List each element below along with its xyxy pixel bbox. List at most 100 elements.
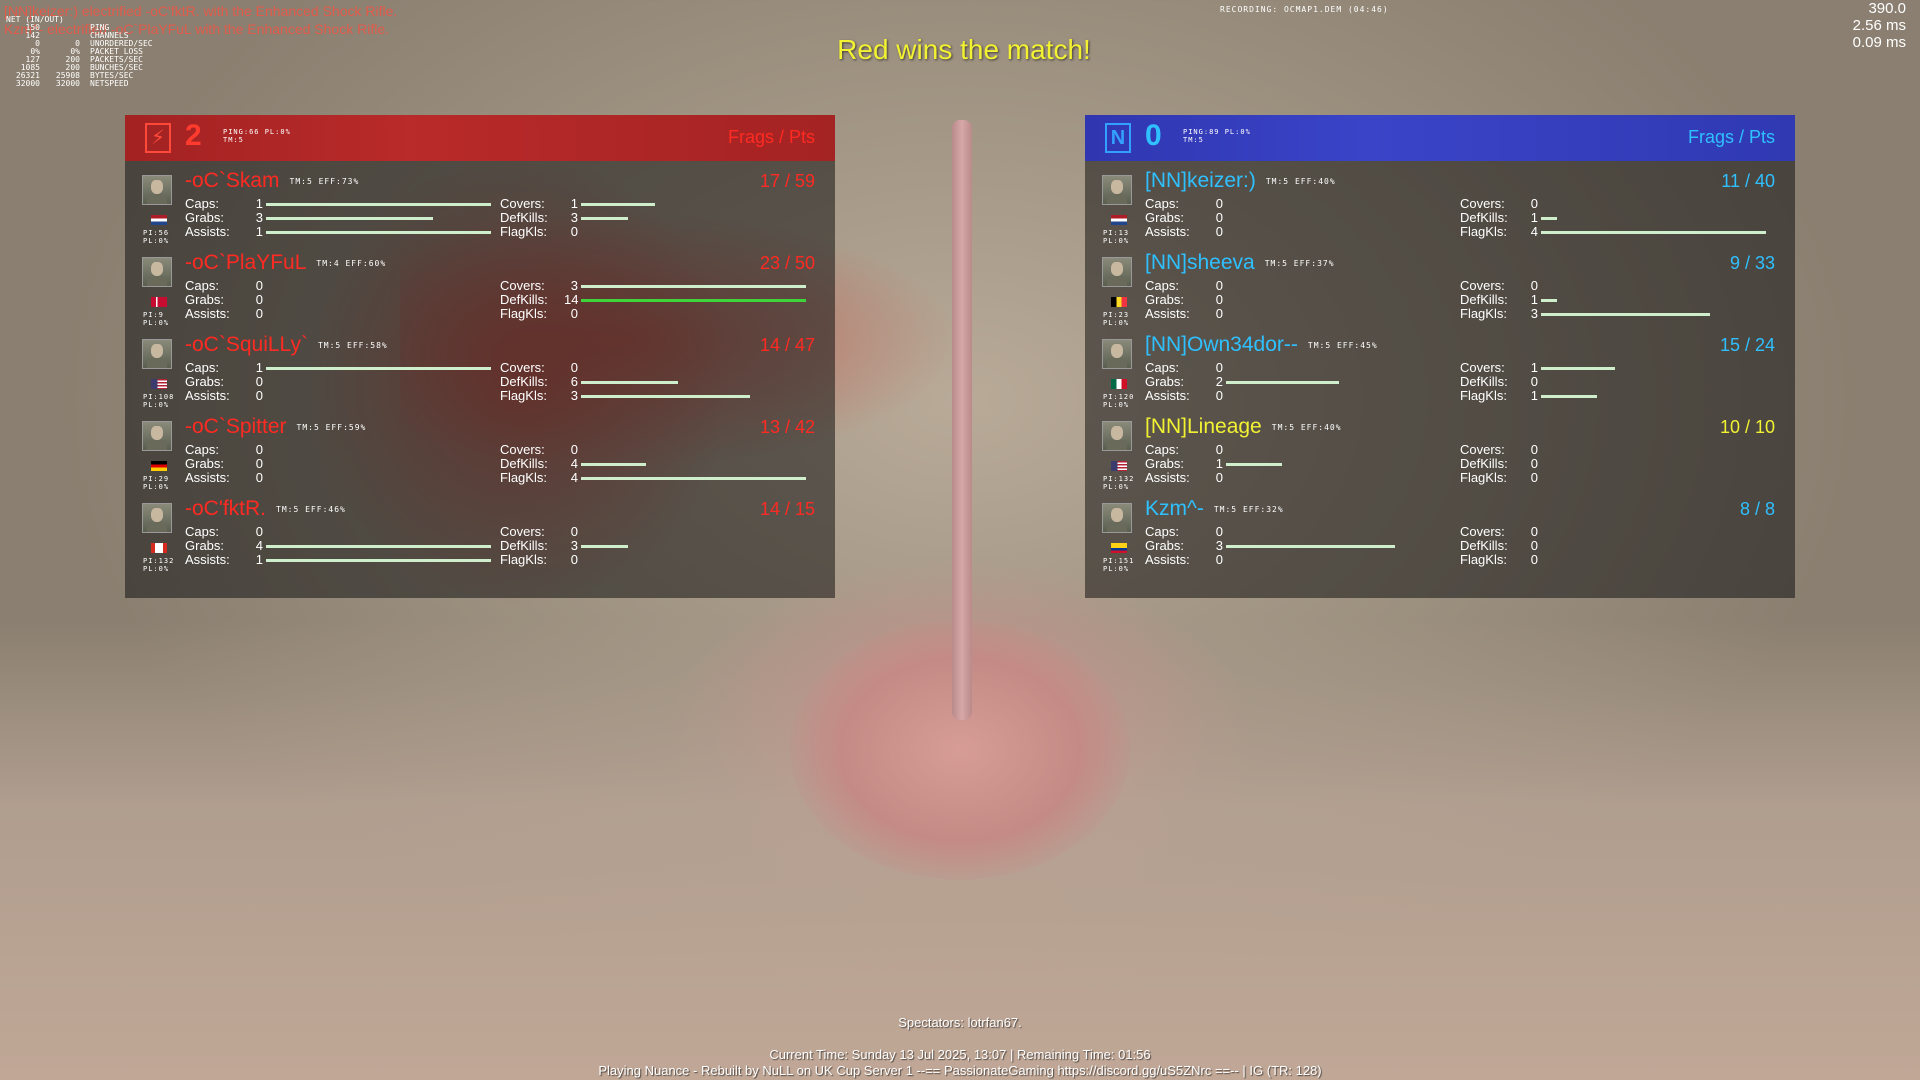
stat-value: 3 [1215,538,1223,553]
stat-value: 0 [1215,552,1223,567]
stat-flagkills: FlagKls: 0 [1460,471,1538,485]
stat-value: 1 [255,224,263,239]
stat-grabs: Grabs: 0 [185,457,263,471]
stat-value: 0 [1530,374,1538,389]
stat-bar-flagkills [581,395,750,398]
stat-value: 3 [570,278,578,293]
player-row: PI:132 PL:0% -oC'fktR. TM:5 EFF:46% 14 / 15 C… [125,495,835,577]
stat-value: 1 [1530,388,1538,403]
net-stat-row: 142 CHANNELS [6,32,153,40]
stat-value: 0 [255,292,263,307]
player-row: PI:9 PL:0% -oC`PlaYFuL TM:4 EFF:60% 23 / 50 C… [125,249,835,331]
stat-label: FlagKls: [500,470,547,485]
stat-bar-defkills [1541,217,1557,220]
player-ping-text: PI:120 [1103,393,1135,401]
avatar-body [1107,440,1127,450]
stat-value: 3 [570,538,578,553]
player-name-text: [NN]Own34dor-- [1145,333,1298,356]
stat-value: 0 [1530,456,1538,471]
stat-covers: Covers: 1 [500,197,578,211]
player-name-text: -oC`SquiLLy` [185,333,308,356]
country-flag-icon [1111,461,1127,471]
stat-value: 0 [1215,210,1223,225]
avatar-body [1107,276,1127,286]
player-name-text: -oC`PlaYFuL [185,251,307,274]
stat-caps: Caps: 1 [185,197,263,211]
stat-label: FlagKls: [500,224,547,239]
stat-bar-caps [266,203,491,206]
net-stat-a: 26321 [15,71,40,80]
kill-feed-line: Kzm^- electrified -oC`PlaYFuL with the E… [4,21,389,37]
match-result-banner: Red wins the match! [837,34,1091,65]
stat-grabs: Grabs: 3 [1145,539,1223,553]
stat-bar-grabs [1226,545,1395,548]
stat-assists: Assists: 0 [185,389,263,403]
avatar-face [151,344,163,358]
red-team-scoreboard: ⚡ 2 PING:66 PL:0% TM:5 Frags / Pts PI:56… [125,115,835,598]
stat-bar-covers [581,203,655,206]
stat-value: 0 [1530,538,1538,553]
stat-value: 0 [255,470,263,485]
player-pl-text: PL:0% [143,483,170,491]
stat-label: Caps: [1145,442,1179,457]
player-name: -oC`Skam TM:5 EFF:73% [185,169,359,193]
player-frags: 17 / 59 [759,171,815,191]
red-team-score: 2 [185,119,202,152]
stat-value: 0 [255,374,263,389]
stat-label: FlagKls: [500,388,547,403]
stat-value: 0 [255,442,263,457]
spectators-list: Spectators: lotrfan67. [898,1015,1022,1030]
blue-team-tm-text: TM:5 [1183,136,1204,144]
player-row: PI:151 PL:0% Kzm^- TM:5 EFF:32% 8 / 8 Caps: 0 G… [1085,495,1795,577]
net-stat-label: PACKET LOSS [90,47,143,56]
player-name: [NN]Lineage TM:5 EFF:40% [1145,415,1342,439]
stat-value: 3 [570,388,578,403]
player-name: [NN]sheeva TM:5 EFF:37% [1145,251,1335,275]
stat-value: 1 [255,360,263,375]
stat-label: Covers: [1460,524,1505,539]
player-efficiency: TM:5 EFF:32% [1213,504,1284,514]
stat-label: FlagKls: [1460,552,1507,567]
net-stat-b: 32000 [55,79,80,88]
avatar-body [147,194,167,204]
stat-flagkills: FlagKls: 0 [500,307,578,321]
player-avatar [142,257,172,287]
red-team-tm-text: TM:5 [223,136,244,144]
stat-bar-defkills [581,463,646,466]
stat-covers: Covers: 0 [500,443,578,457]
player-frags: 13 / 42 [759,417,815,437]
stat-value: 4 [570,456,578,471]
player-ping: PI:23 PL:0% [1103,311,1129,327]
stat-value: 0 [1215,306,1223,321]
stat-covers: Covers: 0 [500,361,578,375]
stat-bar-defkills [1541,299,1557,302]
player-avatar [1102,257,1132,287]
stat-bar-defkills [581,217,628,220]
stat-value: 0 [1530,442,1538,457]
avatar-face [1111,508,1123,522]
player-name-text: [NN]keizer:) [1145,169,1256,192]
player-name-text: -oC`Spitter [185,415,287,438]
player-ping: PI:56 PL:0% [143,229,169,245]
net-stat-row: 0% 0% PACKET LOSS [6,48,153,56]
stat-label: Grabs: [185,210,225,225]
stat-label: FlagKls: [1460,388,1507,403]
player-efficiency: TM:5 EFF:40% [1265,176,1336,186]
net-stat-b: 25908 [55,71,80,80]
net-stat-row: 0 0 UNORDERED/SEC [6,40,152,48]
stat-value: 0 [1215,470,1223,485]
player-frags: 9 / 33 [1729,253,1775,273]
stat-flagkills: FlagKls: 0 [1460,553,1538,567]
recording-indicator: RECORDING: OCMAP1.DEM (04:46) [1220,5,1389,14]
stat-bar-flagkills [1541,395,1597,398]
net-stat-row: 150 PING [6,24,153,32]
player-efficiency: TM:5 EFF:46% [276,504,346,514]
net-stat-label: CHANNELS [90,31,129,40]
stat-bar-flagkills [581,477,806,480]
player-frags: 23 / 50 [759,253,815,273]
country-flag-icon [151,215,167,225]
red-frags-header: Frags / Pts [727,127,815,147]
player-ping: PI:108 PL:0% [143,393,174,409]
blue-frags-header: Frags / Pts [1687,127,1775,147]
player-name-text: -oC'fktR. [185,497,267,520]
